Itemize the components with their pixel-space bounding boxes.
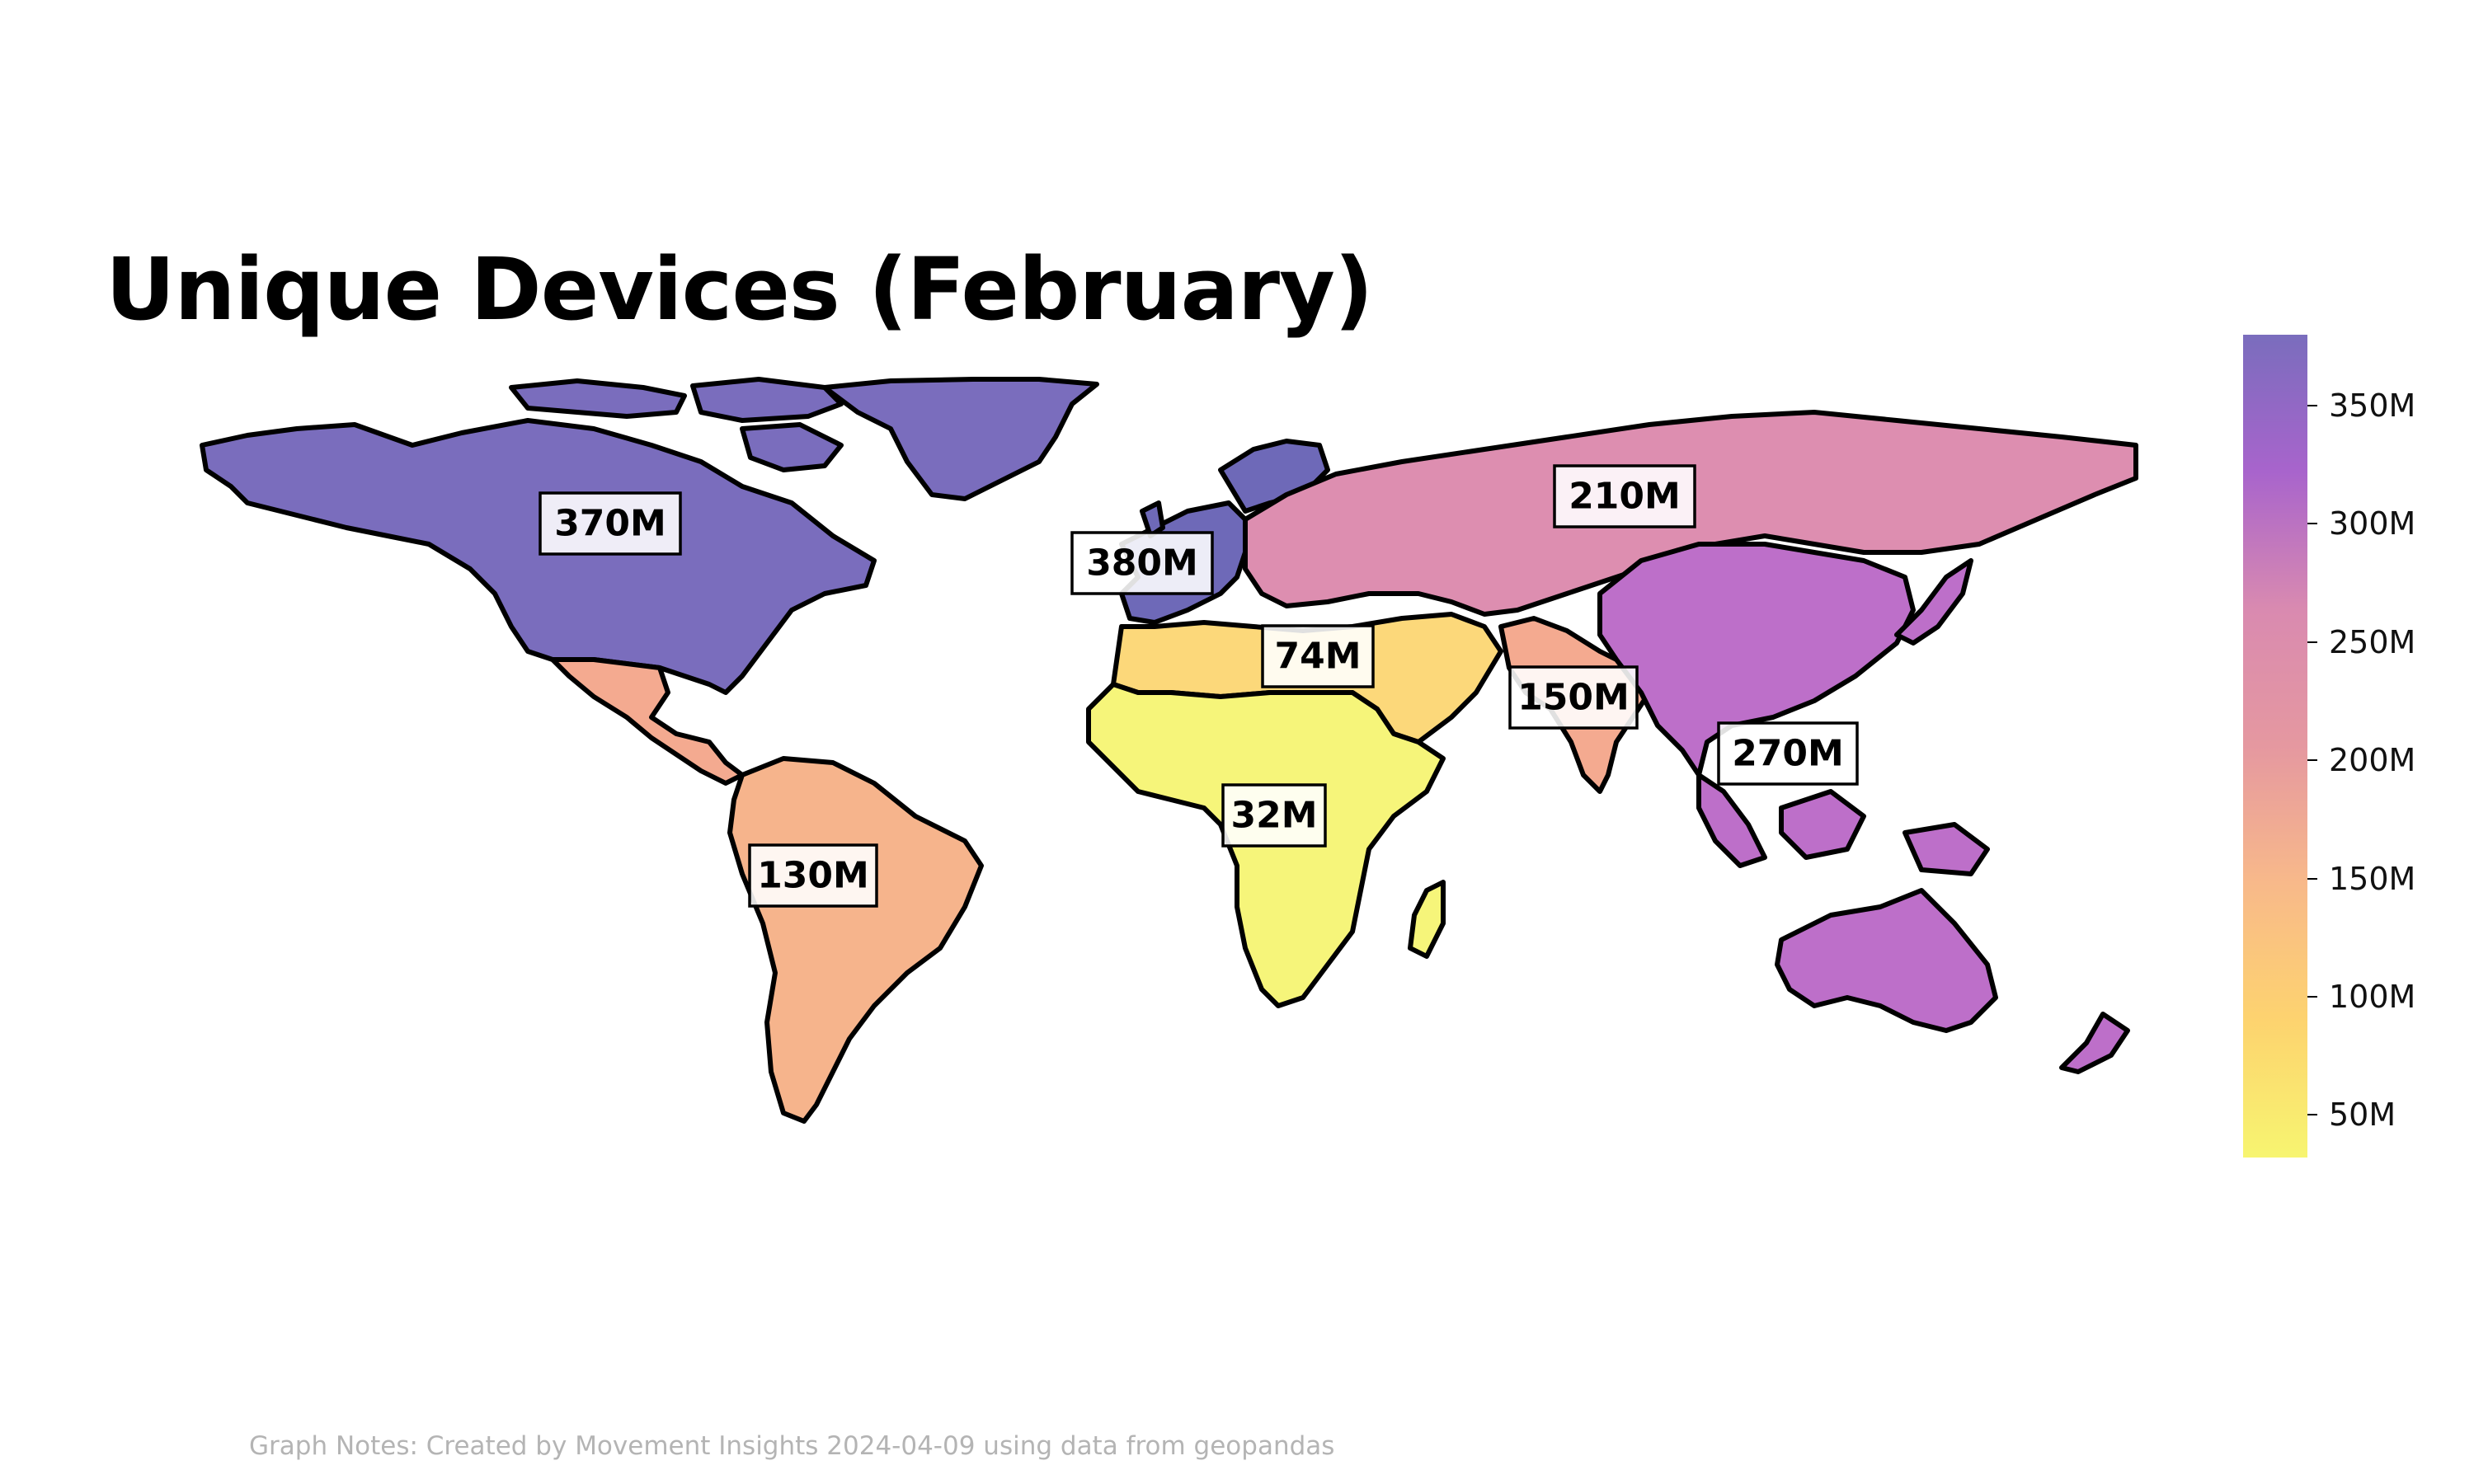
colorbar-tick-label: 100M bbox=[2329, 978, 2416, 1015]
colorbar-tick-mark bbox=[2307, 759, 2317, 762]
value-label-middle-east: 74M bbox=[1261, 624, 1375, 688]
colorbar-tick-mark bbox=[2307, 877, 2317, 880]
value-label-text: 32M bbox=[1230, 795, 1317, 837]
value-label-text: 380M bbox=[1086, 542, 1198, 585]
colorbar-tick-label: 200M bbox=[2329, 742, 2416, 779]
value-label-east-asia: 270M bbox=[1717, 721, 1859, 786]
graph-notes: Graph Notes: Created by Movement Insight… bbox=[249, 1431, 1335, 1461]
value-label-text: 270M bbox=[1732, 733, 1844, 775]
value-label-russia: 210M bbox=[1553, 464, 1696, 528]
region-east-asia-oceania[interactable] bbox=[1597, 542, 2130, 1074]
colorbar-tick-label: 300M bbox=[2329, 505, 2416, 542]
value-label-south-asia: 150M bbox=[1508, 665, 1639, 730]
value-label-europe: 380M bbox=[1070, 531, 1214, 595]
colorbar-tick-mark bbox=[2307, 641, 2317, 643]
colorbar-tick-label: 250M bbox=[2329, 623, 2416, 660]
colorbar-tick-mark bbox=[2307, 1114, 2317, 1116]
value-label-text: 370M bbox=[554, 503, 666, 545]
value-label-text: 210M bbox=[1569, 476, 1681, 518]
colorbar-tick-label: 350M bbox=[2329, 387, 2416, 425]
value-label-africa: 32M bbox=[1221, 783, 1327, 848]
value-label-text: 74M bbox=[1274, 636, 1361, 678]
colorbar-tick-label: 50M bbox=[2329, 1097, 2396, 1134]
region-north-america[interactable] bbox=[200, 377, 1099, 695]
colorbar-tick-mark bbox=[2307, 523, 2317, 525]
colorbar-tick-mark bbox=[2307, 995, 2317, 998]
value-label-text: 130M bbox=[757, 855, 869, 897]
value-label-text: 150M bbox=[1517, 677, 1630, 719]
map-title: Unique Devices (February) bbox=[106, 239, 1373, 340]
colorbar-tick-label: 150M bbox=[2329, 860, 2416, 897]
value-label-north-america: 370M bbox=[539, 491, 682, 556]
region-south-america[interactable] bbox=[727, 756, 984, 1124]
colorbar bbox=[2243, 335, 2307, 1158]
colorbar-tick-mark bbox=[2307, 405, 2317, 407]
value-label-south-america: 130M bbox=[748, 843, 878, 908]
